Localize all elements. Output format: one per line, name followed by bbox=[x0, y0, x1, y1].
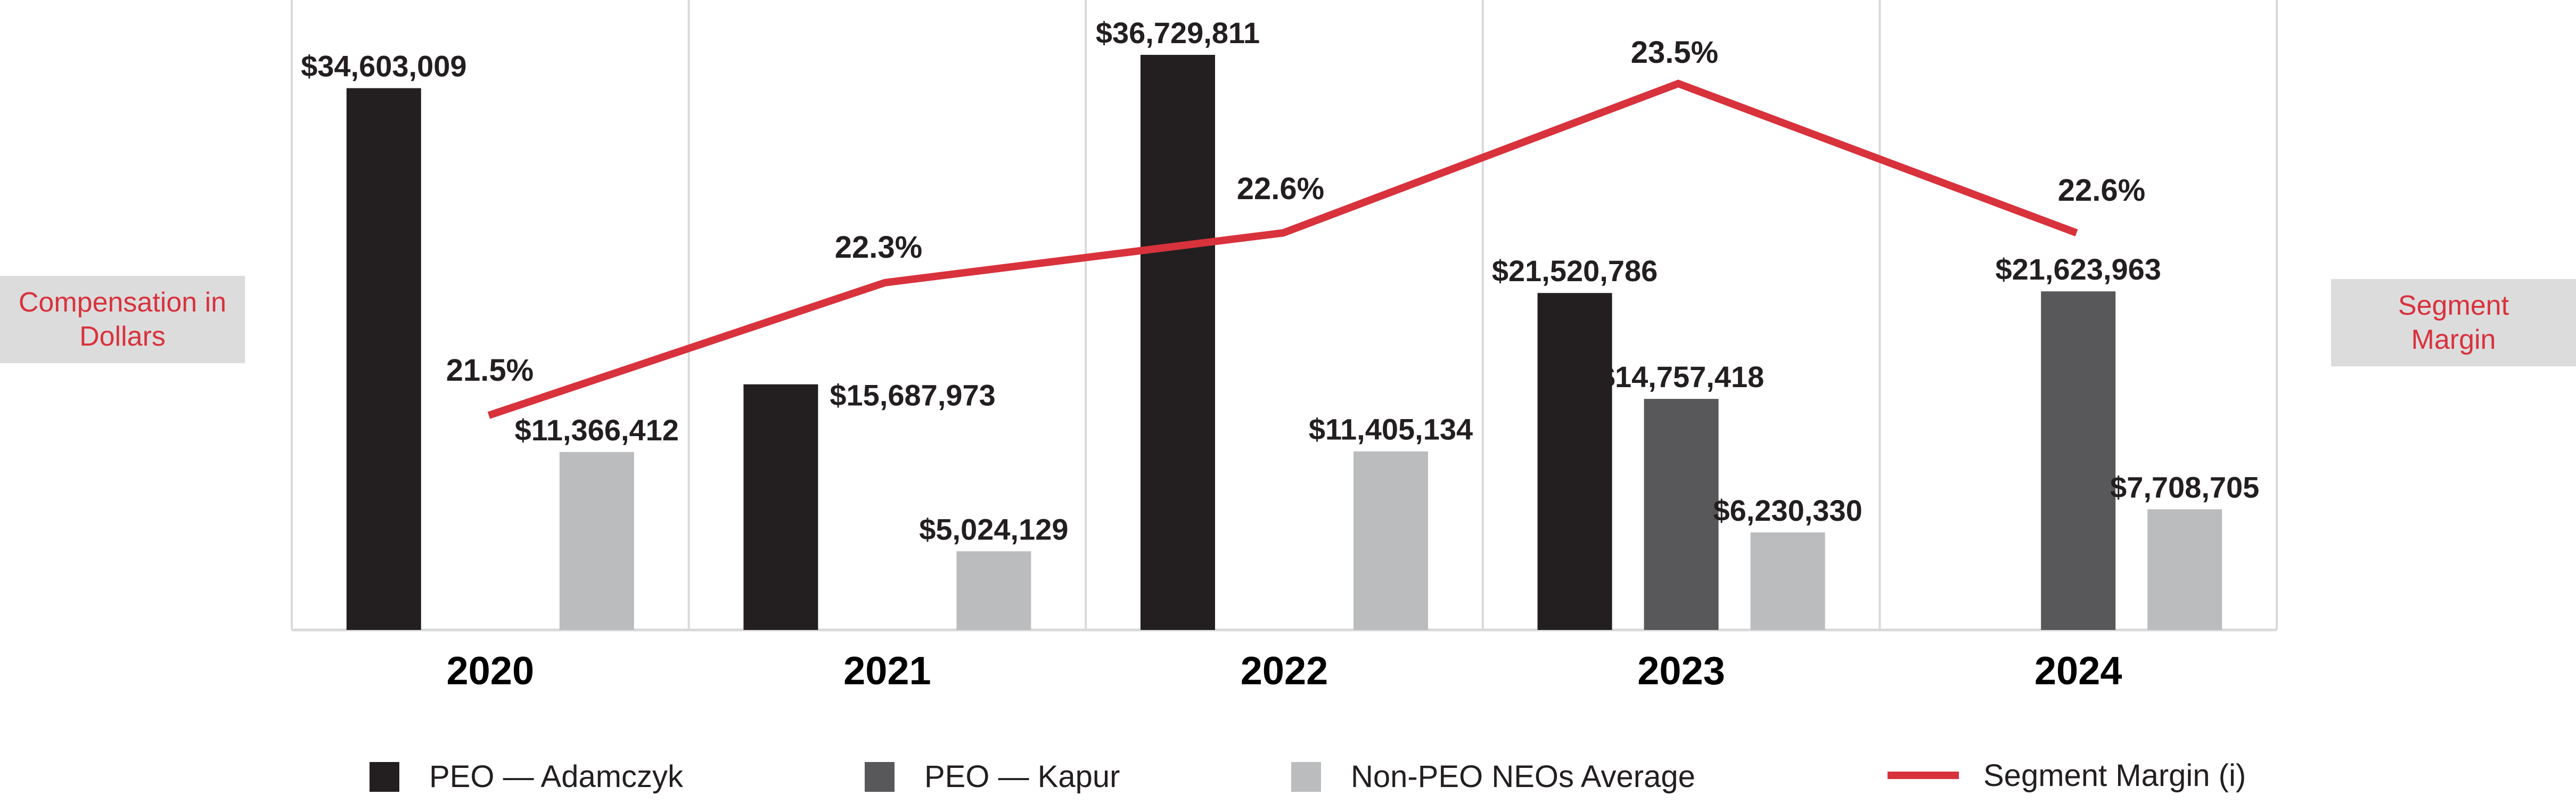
y-axis-label-right-line1: Segment bbox=[2398, 290, 2509, 321]
margin-label-2020: 21.5% bbox=[446, 353, 534, 388]
bar-2021-series-1 bbox=[743, 384, 818, 630]
legend-label-4: Segment Margin (i) bbox=[1983, 758, 2246, 793]
data-label-2023-series-2: $14,757,418 bbox=[1598, 360, 1764, 394]
y-axis-label-right: Segment Margin bbox=[2331, 279, 2576, 366]
legend-label-3: Non-PEO NEOs Average bbox=[1351, 759, 1695, 794]
margin-line-layer bbox=[487, 79, 2078, 419]
y-axis-label-left-line2: Dollars bbox=[79, 321, 166, 352]
margin-label-2023: 23.5% bbox=[1631, 35, 1718, 70]
legend-swatch-3 bbox=[1291, 762, 1321, 792]
data-label-2023-series-1: $21,520,786 bbox=[1492, 254, 1658, 288]
legend-swatch-1 bbox=[370, 762, 399, 792]
legend-label-1: PEO — Adamczyk bbox=[429, 759, 684, 794]
bar-2020-series-1 bbox=[346, 88, 421, 630]
legend-swatch-2 bbox=[865, 762, 895, 792]
labels-layer: $34,603,009 $11,366,412 $15,687,973 $5,024,… bbox=[301, 16, 2259, 546]
margin-label-2021: 22.3% bbox=[835, 230, 922, 265]
bar-2022-series-3 bbox=[1353, 451, 1428, 630]
bar-2023-series-1 bbox=[1537, 293, 1612, 630]
y-axis-label-left: Compensation in Dollars bbox=[0, 276, 245, 363]
x-tick-2021: 2021 bbox=[843, 649, 931, 693]
y-axis-label-left-line1: Compensation in bbox=[18, 287, 227, 318]
y-axis-label-right-line2: Margin bbox=[2411, 324, 2496, 355]
x-tick-2024: 2024 bbox=[2034, 649, 2122, 693]
data-label-2024-series-3: $7,708,705 bbox=[2110, 470, 2259, 504]
data-label-2022-series-1: $36,729,811 bbox=[1096, 16, 1260, 50]
legend: PEO — Adamczyk PEO — Kapur Non-PEO NEOs Av… bbox=[370, 758, 2246, 794]
bar-2021-series-3 bbox=[956, 551, 1031, 630]
legend-label-2: PEO — Kapur bbox=[924, 759, 1120, 794]
bar-2020-series-3 bbox=[559, 452, 634, 630]
segment-margin-line bbox=[487, 79, 2078, 419]
bar-2023-series-3 bbox=[1750, 532, 1825, 630]
margin-label-2022: 22.6% bbox=[1237, 171, 1324, 206]
x-axis-ticks: 2020 2021 2022 2023 2024 bbox=[446, 649, 2122, 693]
x-tick-2020: 2020 bbox=[446, 649, 534, 693]
bar-2024-series-2 bbox=[2041, 291, 2116, 630]
bar-2022-series-1 bbox=[1141, 55, 1215, 630]
data-label-2020-series-1: $34,603,009 bbox=[301, 50, 466, 83]
data-label-2022-series-3: $11,405,134 bbox=[1309, 413, 1473, 446]
bars-layer bbox=[346, 55, 2222, 630]
data-label-2021-series-3: $5,024,129 bbox=[919, 512, 1068, 546]
x-tick-2022: 2022 bbox=[1241, 649, 1328, 693]
data-label-2023-series-3: $6,230,330 bbox=[1713, 494, 1862, 527]
bar-2023-series-2 bbox=[1644, 399, 1719, 630]
data-label-2024-series-2: $21,623,963 bbox=[1995, 252, 2161, 286]
data-label-2020-series-3: $11,366,412 bbox=[515, 413, 679, 447]
x-tick-2023: 2023 bbox=[1637, 649, 1725, 693]
margin-label-2024: 22.6% bbox=[2058, 173, 2145, 208]
data-label-2021-series-1: $15,687,973 bbox=[830, 379, 995, 412]
bar-2024-series-3 bbox=[2147, 509, 2222, 630]
